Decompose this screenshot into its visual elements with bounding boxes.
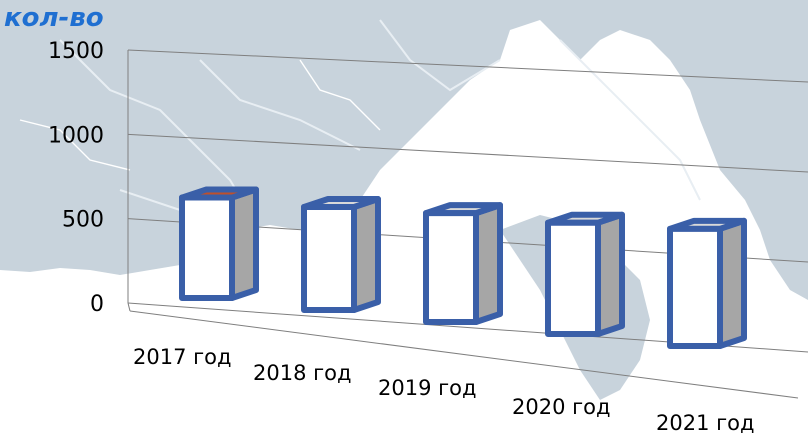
bar (545, 211, 625, 337)
floor-front-edge (129, 310, 799, 399)
bar (423, 202, 503, 325)
bar-front (301, 204, 357, 313)
y-tick-label: 500 (62, 208, 104, 233)
x-tick-label: 2017 год (133, 345, 232, 369)
bar-front (179, 194, 235, 301)
bar (301, 196, 381, 313)
bar-front (423, 210, 479, 325)
grid-line (127, 49, 808, 83)
y-axis-label: кол-во (4, 3, 104, 33)
bar (667, 217, 747, 350)
y-tick-label: 0 (90, 292, 104, 317)
bar-side (473, 202, 503, 325)
x-tick-label: 2021 год (656, 411, 755, 434)
bar-side (229, 186, 259, 301)
bar-side (351, 196, 381, 313)
map-border-lines (59, 19, 701, 231)
bars (179, 186, 747, 350)
x-tick-label: 2019 год (378, 376, 477, 400)
bar (179, 186, 259, 301)
x-tick-label: 2018 год (253, 361, 352, 385)
bar-side (717, 217, 747, 349)
y-axis: 0 500 1000 1500 (48, 39, 104, 317)
x-axis: 2017 год 2018 год 2019 год 2020 год 2021 год (133, 345, 755, 434)
x-tick-label: 2020 год (512, 395, 611, 419)
grid-line (127, 133, 808, 173)
floor-left-edge (127, 302, 131, 312)
y-tick-label: 1000 (48, 123, 104, 148)
y-tick-label: 1500 (48, 39, 104, 64)
bar-front (545, 219, 601, 337)
bar-front (667, 225, 723, 350)
bar-side (595, 211, 625, 337)
